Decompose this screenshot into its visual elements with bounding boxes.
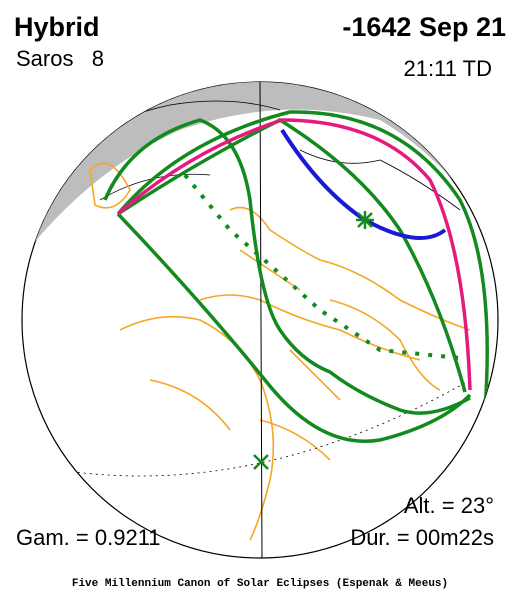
time: 21:11 TD — [404, 56, 492, 81]
altitude: Alt. = 23° — [404, 493, 494, 518]
greatest-eclipse-star — [356, 211, 374, 229]
subsolar-mark — [253, 454, 269, 470]
meridian — [259, 82, 263, 558]
limit-line-north — [116, 110, 489, 411]
penumbra-curve — [116, 118, 472, 391]
saros: Saros 8 — [16, 46, 104, 71]
footer: Five Millennium Canon of Solar Eclipses … — [72, 578, 448, 590]
gamma: Gam. = 0.9211 — [16, 525, 161, 550]
duration: Dur. = 00m22s — [350, 525, 494, 550]
date: -1642 Sep 21 — [342, 12, 506, 42]
limit-line-mid — [117, 117, 467, 393]
max-eclipse-curve — [183, 173, 461, 360]
eclipse-type: Hybrid — [14, 12, 100, 42]
limit-line-south — [116, 212, 472, 443]
rise-set-curve — [103, 118, 471, 415]
equator — [59, 379, 471, 477]
borders — [89, 162, 471, 541]
